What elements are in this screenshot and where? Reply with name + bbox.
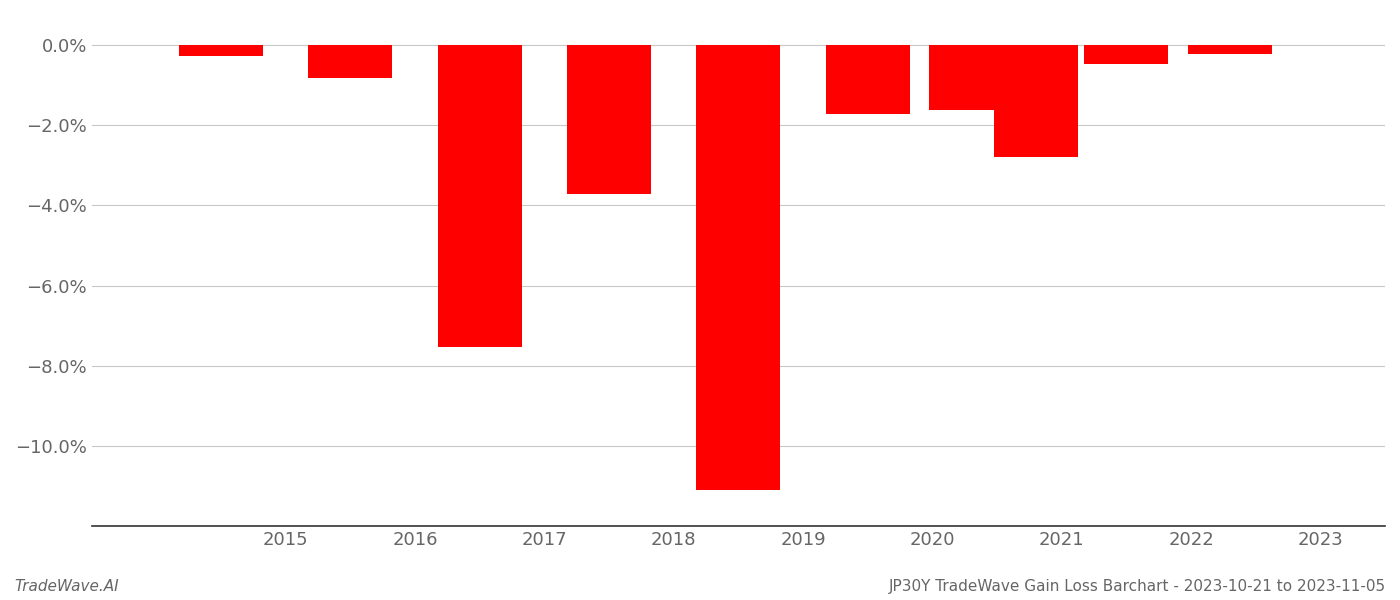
Bar (1085, 45, 1169, 64)
Bar (438, 45, 522, 347)
Text: JP30Y TradeWave Gain Loss Barchart - 2023-10-21 to 2023-11-05: JP30Y TradeWave Gain Loss Barchart - 202… (889, 579, 1386, 594)
Bar (1187, 45, 1271, 54)
Bar (567, 45, 651, 194)
Text: TradeWave.AI: TradeWave.AI (14, 579, 119, 594)
Bar (308, 45, 392, 78)
Bar (930, 45, 1014, 110)
Bar (994, 45, 1078, 157)
Bar (696, 45, 780, 490)
Bar (826, 45, 910, 114)
Bar (179, 45, 263, 56)
